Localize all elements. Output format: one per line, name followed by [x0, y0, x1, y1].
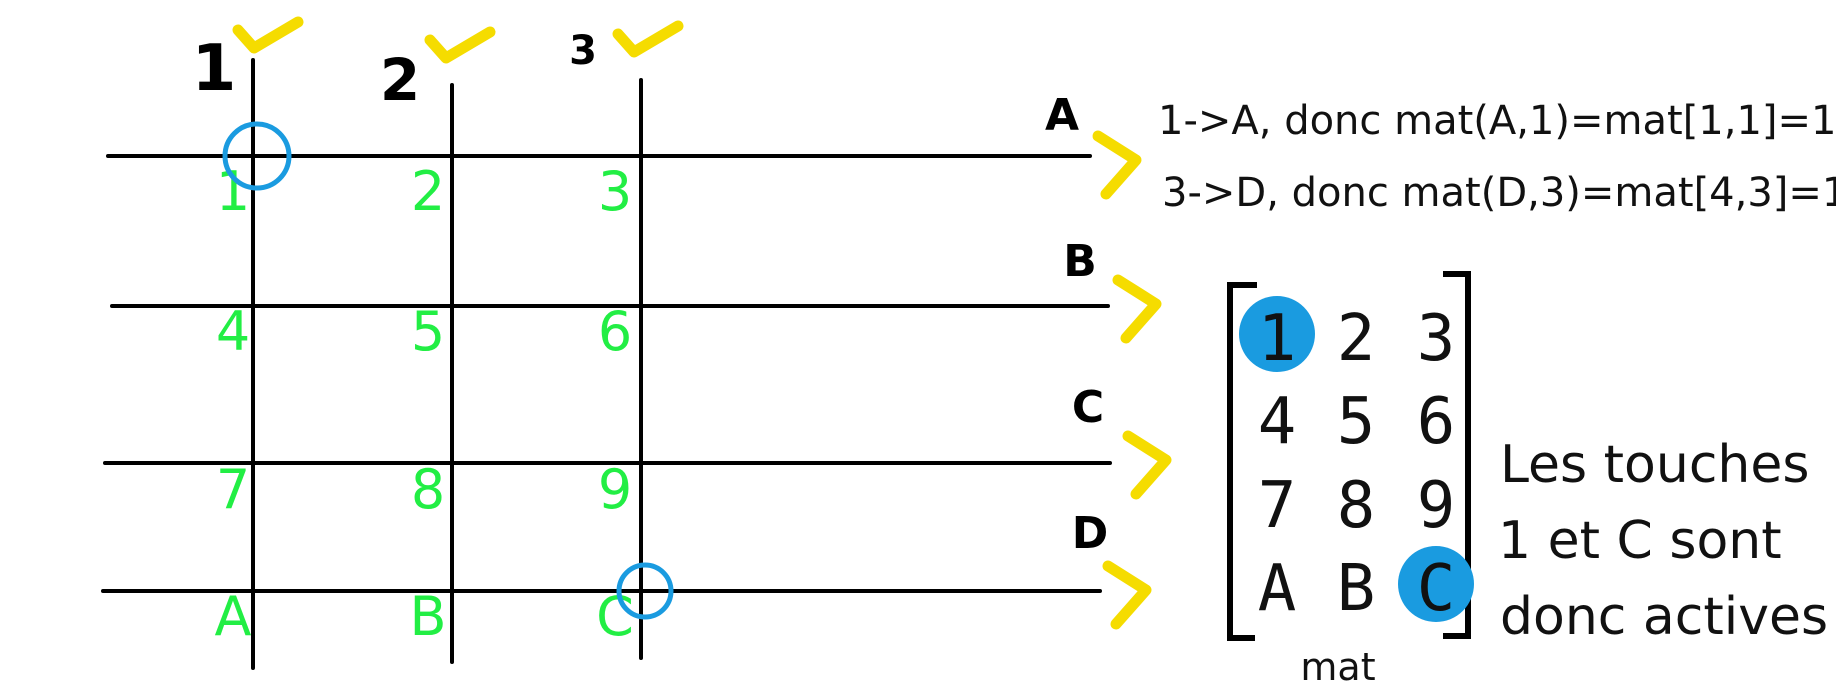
matrix-cell: B [1337, 552, 1376, 626]
row-check-c [1122, 430, 1172, 500]
conclusion-line-3: donc actives [1500, 587, 1828, 647]
active-markers [222, 121, 674, 620]
note-line-2: 3->D, donc mat(D,3)=mat[4,3]=1 [1162, 170, 1836, 216]
column-label-3: 3 [569, 28, 597, 74]
conclusion-line-1: Les touches [1500, 435, 1809, 495]
matrix: 1 2 3 4 5 6 7 8 9 A B C mat [1227, 271, 1474, 689]
matrix-cell: 3 [1417, 302, 1456, 376]
note-line-1: 1->A, donc mat(A,1)=mat[1,1]=1 [1158, 98, 1836, 144]
column-check-2 [424, 26, 496, 64]
matrix-cell: 9 [1417, 469, 1456, 543]
key-label: C [596, 585, 634, 648]
key-label: 9 [598, 458, 632, 521]
column-check-1 [232, 16, 304, 54]
matrix-cell: 4 [1258, 385, 1297, 459]
key-label: 6 [598, 300, 632, 363]
key-label: 3 [598, 160, 632, 223]
column-label-2: 2 [380, 46, 420, 114]
keypad-grid [101, 58, 1112, 670]
key-label: 2 [411, 160, 445, 223]
matrix-cell: 7 [1258, 469, 1297, 543]
key-label: B [409, 585, 446, 648]
matrix-cell: 5 [1337, 385, 1376, 459]
row-label-b: B [1063, 236, 1097, 287]
matrix-cells: 1 2 3 4 5 6 7 8 9 A B C [1239, 296, 1474, 626]
key-label: 8 [411, 458, 445, 521]
row-check-b [1112, 274, 1162, 344]
matrix-cell: 8 [1337, 469, 1376, 543]
checkmarks: 1 2 3 A B C D [192, 16, 1172, 630]
key-label: 7 [216, 458, 250, 521]
active-key-marker-1 [222, 121, 292, 191]
row-check-a [1092, 130, 1142, 200]
row-label-a: A [1045, 90, 1079, 141]
column-check-3 [612, 20, 684, 58]
matrix-cell: 1 [1258, 302, 1297, 376]
matrix-highlight-c [1398, 546, 1474, 622]
active-key-marker-c [616, 562, 674, 620]
column-label-1: 1 [192, 32, 237, 106]
row-check-d [1102, 560, 1152, 630]
key-labels: 1 2 3 4 5 6 7 8 9 A B C [215, 160, 634, 648]
key-label: 5 [411, 300, 445, 363]
matrix-cell: 2 [1337, 302, 1376, 376]
matrix-highlight-1 [1239, 296, 1315, 372]
row-label-c: C [1072, 382, 1104, 433]
matrix-cell: 6 [1417, 385, 1456, 459]
left-bracket [1227, 282, 1257, 641]
key-label: 1 [216, 160, 250, 223]
key-label: A [215, 585, 252, 648]
matrix-name: mat [1300, 645, 1375, 689]
conclusion-line-2: 1 et C sont [1498, 511, 1782, 571]
key-label: 4 [216, 300, 250, 363]
matrix-cell: A [1258, 552, 1297, 626]
row-label-d: D [1072, 508, 1109, 559]
right-bracket [1443, 271, 1471, 639]
matrix-cell: C [1417, 552, 1456, 626]
